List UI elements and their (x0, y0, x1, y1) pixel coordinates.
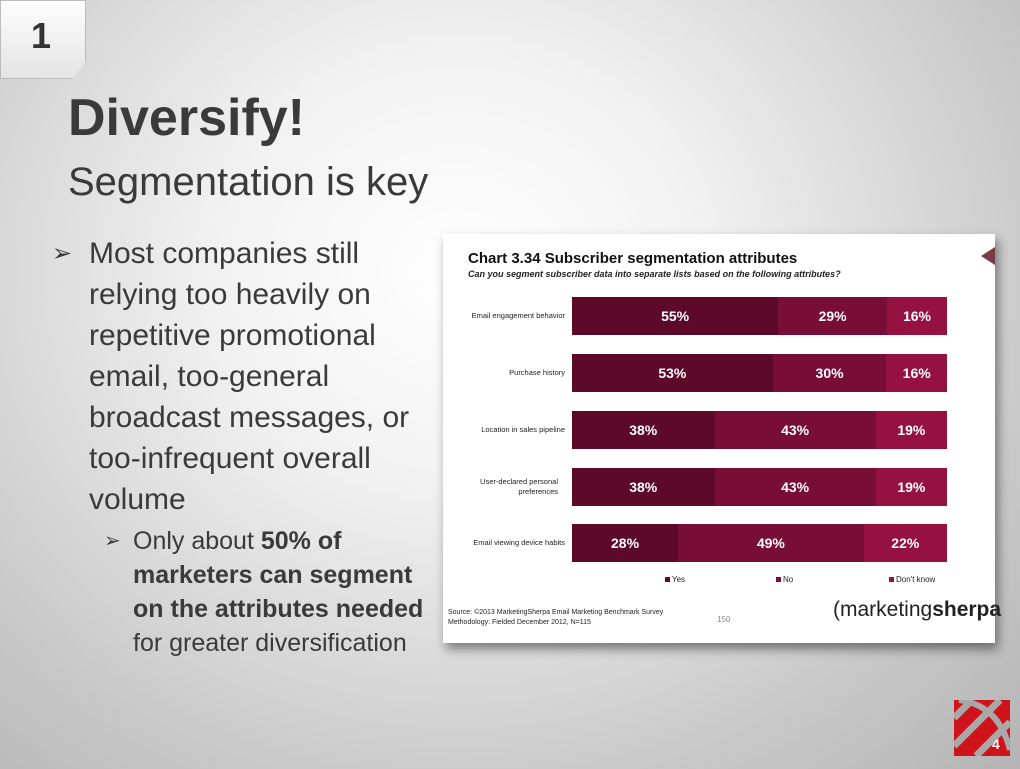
stacked-bar: 28% 49% 22% (572, 524, 947, 562)
logo-compass-icon: ( (833, 598, 840, 621)
methodology-text: Methodology: Fielded December 2012, N=11… (448, 619, 591, 626)
bar-segment-no: 30% (772, 354, 887, 392)
sub-bullet-item: ➢ Only about 50% of marketers can segment… (52, 524, 432, 660)
section-number-tab: 1 (0, 0, 86, 79)
legend-swatch (665, 577, 670, 582)
category-label: Location in sales pipeline (481, 425, 565, 434)
category-label: Email viewing device habits (473, 538, 565, 547)
chart-source: Source: ©2013 MarketingSherpa Email Mark… (448, 608, 663, 628)
brand-corner-logo (954, 700, 1010, 756)
arrow-left-icon (981, 247, 995, 265)
logo-light: marketing (840, 598, 933, 621)
legend-item: Don't know (889, 575, 935, 584)
bar-segment-don-t-know: 16% (887, 297, 947, 335)
chart-row: Email engagement behavior 55% 29% 16% (443, 297, 995, 335)
chart-subtitle: Can you segment subscriber data into sep… (468, 269, 841, 279)
legend-swatch (889, 577, 894, 582)
source-text: Source: ©2013 MarketingSherpa Email Mark… (448, 609, 664, 616)
bullet-item: ➢ Most companies still relying too heavil… (52, 233, 432, 520)
category-label: Purchase history (509, 368, 565, 377)
bar-segment-yes: 53% (572, 354, 773, 392)
bar-segment-yes: 38% (572, 468, 715, 506)
bar-segment-yes: 55% (572, 297, 779, 335)
bar-segment-no: 43% (714, 468, 876, 506)
bar-segment-no: 49% (678, 524, 864, 562)
sub-bullet-post: for greater diversification (133, 629, 407, 657)
slide-subtitle: Segmentation is key (68, 160, 429, 204)
sub-bullet-bold: 50% of marketers can segment on the attr… (133, 527, 424, 623)
sub-bullet-pre: Only about (133, 527, 261, 555)
legend-swatch (776, 577, 781, 582)
stacked-bar: 38% 43% 19% (572, 411, 947, 449)
bullet-list: ➢ Most companies still relying too heavil… (52, 233, 432, 660)
stacked-bar: 38% 43% 19% (572, 468, 947, 506)
bullet-text: Most companies still relying too heavily… (89, 237, 410, 516)
chart-row: Purchase history 53% 30% 16% (443, 354, 995, 392)
chart-row: Location in sales pipeline 38% 43% 19% (443, 411, 995, 449)
bar-segment-yes: 28% (572, 524, 679, 562)
legend-item: Yes (665, 575, 685, 584)
slide-number: 4 (992, 736, 1000, 752)
bar-segment-don-t-know: 19% (875, 411, 947, 449)
chart-image: Chart 3.34 Subscriber segmentation attri… (443, 234, 1001, 643)
bar-segment-yes: 38% (572, 411, 715, 449)
category-label: Email engagement behavior (471, 311, 565, 320)
section-number: 1 (31, 15, 52, 56)
chart-page-number: 150 (717, 615, 731, 624)
legend-label: Yes (672, 575, 686, 584)
legend-label: Don't know (896, 575, 936, 584)
chart-row: Email viewing device habits 28% 49% 22% (443, 524, 995, 562)
stacked-bar: 55% 29% 16% (572, 297, 947, 335)
bar-segment-don-t-know: 16% (886, 354, 947, 392)
category-label: User-declared personal preferences (480, 477, 558, 496)
arrow-bullet-icon: ➢ (104, 530, 121, 552)
chart-row: User-declared personal preferences 38% 43%… (443, 468, 995, 506)
arrow-bullet-icon: ➢ (52, 240, 73, 267)
bar-segment-don-t-know: 22% (863, 524, 947, 562)
bar-segment-no: 43% (714, 411, 876, 449)
bar-segment-don-t-know: 19% (875, 468, 947, 506)
legend-label: No (783, 575, 794, 584)
slide-title: Diversify! (68, 89, 305, 147)
stacked-bar: 53% 30% 16% (572, 354, 947, 392)
marketingsherpa-logo: (marketingsherpa (833, 598, 1001, 622)
bar-segment-no: 29% (778, 297, 887, 335)
legend-item: No (776, 575, 793, 584)
logo-bold: sherpa (932, 598, 1002, 621)
chart-title: Chart 3.34 Subscriber segmentation attri… (468, 250, 798, 267)
